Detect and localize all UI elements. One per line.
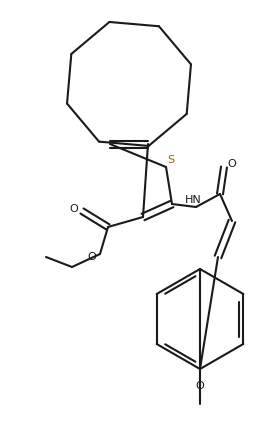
Text: O: O: [228, 158, 236, 169]
Text: HN: HN: [185, 195, 201, 204]
Text: O: O: [88, 251, 96, 262]
Text: S: S: [167, 155, 175, 164]
Text: O: O: [196, 380, 204, 390]
Text: O: O: [70, 204, 78, 213]
